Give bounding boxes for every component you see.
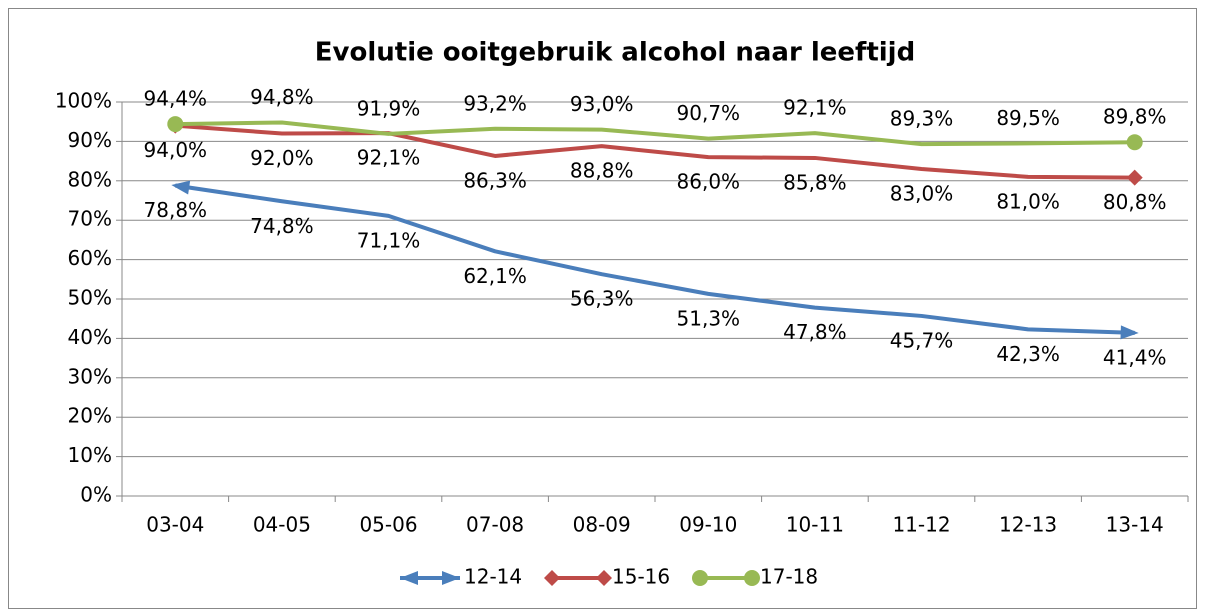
x-tick-label: 04-05	[253, 513, 311, 537]
marker	[544, 570, 560, 586]
data-label: 89,3%	[890, 107, 954, 131]
data-label: 83,0%	[890, 181, 954, 205]
x-tick-label: 08-09	[573, 513, 631, 537]
data-label: 62,1%	[463, 264, 527, 288]
marker	[1120, 325, 1139, 340]
legend-label: 12-14	[464, 565, 522, 589]
data-label: 89,5%	[996, 106, 1060, 130]
data-label: 86,0%	[677, 170, 741, 194]
y-tick-label: 100%	[55, 89, 112, 113]
marker	[692, 570, 708, 586]
x-tick-label: 07-08	[466, 513, 524, 537]
x-tick-label: 12-13	[999, 513, 1057, 537]
data-label: 42,3%	[996, 342, 1060, 366]
chart-border	[8, 8, 1197, 609]
y-tick-label: 50%	[68, 286, 112, 310]
marker	[596, 570, 612, 586]
legend-label: 15-16	[612, 565, 670, 589]
marker	[1126, 169, 1143, 186]
series-line	[175, 123, 1135, 180]
data-label: 81,0%	[996, 189, 1060, 213]
series-line	[175, 120, 1135, 147]
data-label: 93,2%	[463, 91, 527, 115]
data-label: 94,8%	[250, 85, 314, 109]
x-tick-label: 05-06	[359, 513, 417, 537]
data-label: 92,1%	[783, 96, 847, 120]
data-label: 78,8%	[144, 198, 208, 222]
data-label: 94,0%	[144, 138, 208, 162]
legend-item: 17-18	[692, 565, 818, 589]
y-tick-label: 10%	[68, 443, 112, 467]
data-label: 92,1%	[357, 146, 421, 170]
marker	[400, 571, 418, 585]
data-label: 88,8%	[570, 159, 634, 183]
data-label: 91,9%	[357, 96, 421, 120]
y-tick-label: 80%	[68, 167, 112, 191]
y-tick-label: 60%	[68, 246, 112, 270]
y-tick-label: 70%	[68, 207, 112, 231]
chart-title: Evolutie ooitgebruik alcohol naar leefti…	[315, 38, 915, 68]
data-label: 85,8%	[783, 170, 847, 194]
marker	[1126, 134, 1143, 151]
legend-label: 17-18	[760, 565, 818, 589]
data-label: 45,7%	[890, 328, 954, 352]
x-tick-label: 09-10	[679, 513, 737, 537]
series-line	[175, 183, 1135, 335]
data-label: 80,8%	[1103, 190, 1167, 214]
marker	[442, 571, 460, 585]
data-label: 51,3%	[677, 306, 741, 330]
x-tick-label: 11-12	[892, 513, 950, 537]
data-label: 74,8%	[250, 214, 314, 238]
marker	[167, 116, 184, 133]
y-tick-label: 90%	[68, 128, 112, 152]
y-tick-label: 40%	[68, 325, 112, 349]
data-label: 90,7%	[677, 101, 741, 125]
y-tick-label: 20%	[68, 404, 112, 428]
data-label: 71,1%	[357, 228, 421, 252]
data-label: 89,8%	[1103, 105, 1167, 129]
data-label: 47,8%	[783, 320, 847, 344]
y-tick-label: 0%	[80, 483, 112, 507]
x-tick-label: 13-14	[1106, 513, 1164, 537]
data-label: 86,3%	[463, 168, 527, 192]
data-label: 56,3%	[570, 287, 634, 311]
y-tick-label: 30%	[68, 364, 112, 388]
data-label: 94,4%	[144, 87, 208, 111]
legend-item: 12-14	[400, 565, 522, 589]
x-tick-label: 10-11	[786, 513, 844, 537]
x-tick-label: 03-04	[146, 513, 204, 537]
marker	[171, 180, 191, 195]
data-label: 41,4%	[1103, 345, 1167, 369]
legend-item: 15-16	[544, 565, 670, 589]
data-label: 93,0%	[570, 92, 634, 116]
data-label: 92,0%	[250, 146, 314, 170]
marker	[744, 570, 760, 586]
